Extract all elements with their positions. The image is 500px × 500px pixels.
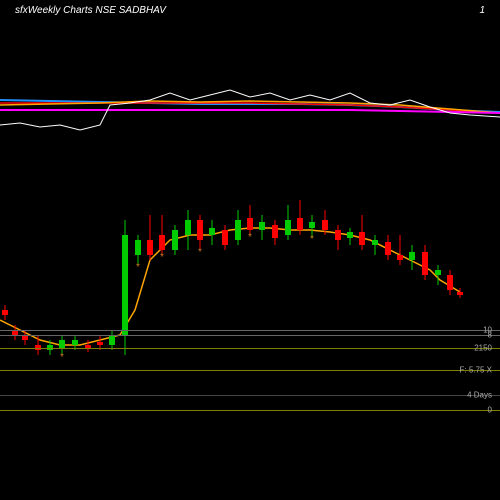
purple-line xyxy=(0,110,500,113)
candle-body xyxy=(297,218,303,230)
candle-body xyxy=(372,240,378,245)
candle-body xyxy=(147,240,153,255)
chart-title-left: sfxWeekly Charts NSE SADBHAV xyxy=(15,5,166,16)
signal-marker: * xyxy=(310,234,314,245)
candle-body xyxy=(209,228,215,235)
horizontal-level-label: 0 xyxy=(488,406,492,415)
candle-body xyxy=(135,240,141,255)
horizontal-level-label: F: 5.75 X xyxy=(460,366,492,375)
horizontal-level-line xyxy=(0,348,500,349)
horizontal-level-label: 4 Days xyxy=(467,391,492,400)
candle-body xyxy=(109,335,115,345)
signal-marker: * xyxy=(160,252,164,263)
candle-body xyxy=(385,242,391,255)
candle-body xyxy=(122,235,128,335)
candle-body xyxy=(335,230,341,240)
horizontal-level-line xyxy=(0,330,500,331)
candle-body xyxy=(59,340,65,348)
candle-body xyxy=(259,222,265,230)
price-panel: * * * * * * xyxy=(0,180,500,380)
horizontal-level-label: 2150 xyxy=(474,344,492,353)
horizontal-level-label: 8 xyxy=(488,331,492,340)
candle-body xyxy=(235,220,241,240)
candlestick-chart: * * * * * * xyxy=(0,180,500,380)
indicator-lines xyxy=(0,85,500,135)
candle-body xyxy=(322,220,328,230)
signal-marker: * xyxy=(198,247,202,258)
candle-body xyxy=(197,220,203,240)
candle-body xyxy=(422,252,428,275)
indicator-panel xyxy=(0,85,500,135)
candle-body xyxy=(457,292,463,295)
horizontal-level-line xyxy=(0,370,500,371)
candle-body xyxy=(397,255,403,260)
candle-body xyxy=(435,270,441,275)
candle-body xyxy=(72,340,78,345)
horizontal-level-line xyxy=(0,410,500,411)
candle-body xyxy=(97,342,103,345)
candle-body xyxy=(347,232,353,238)
candle-body xyxy=(2,310,8,315)
signal-marker: * xyxy=(136,262,140,273)
candle-body xyxy=(185,220,191,235)
candle-body xyxy=(447,275,453,290)
candle-body xyxy=(272,225,278,238)
candle-body xyxy=(172,230,178,250)
signal-marker: * xyxy=(248,232,252,243)
horizontal-level-line xyxy=(0,335,500,336)
candle-body xyxy=(309,222,315,228)
candle-body xyxy=(285,220,291,235)
candle-body xyxy=(222,230,228,245)
candle-body xyxy=(359,232,365,245)
signal-marker: * xyxy=(60,352,64,363)
candle-body xyxy=(159,235,165,250)
chart-title-right: 1 xyxy=(479,5,485,16)
horizontal-level-line xyxy=(0,395,500,396)
candle-body xyxy=(409,252,415,260)
candle-body xyxy=(247,218,253,230)
